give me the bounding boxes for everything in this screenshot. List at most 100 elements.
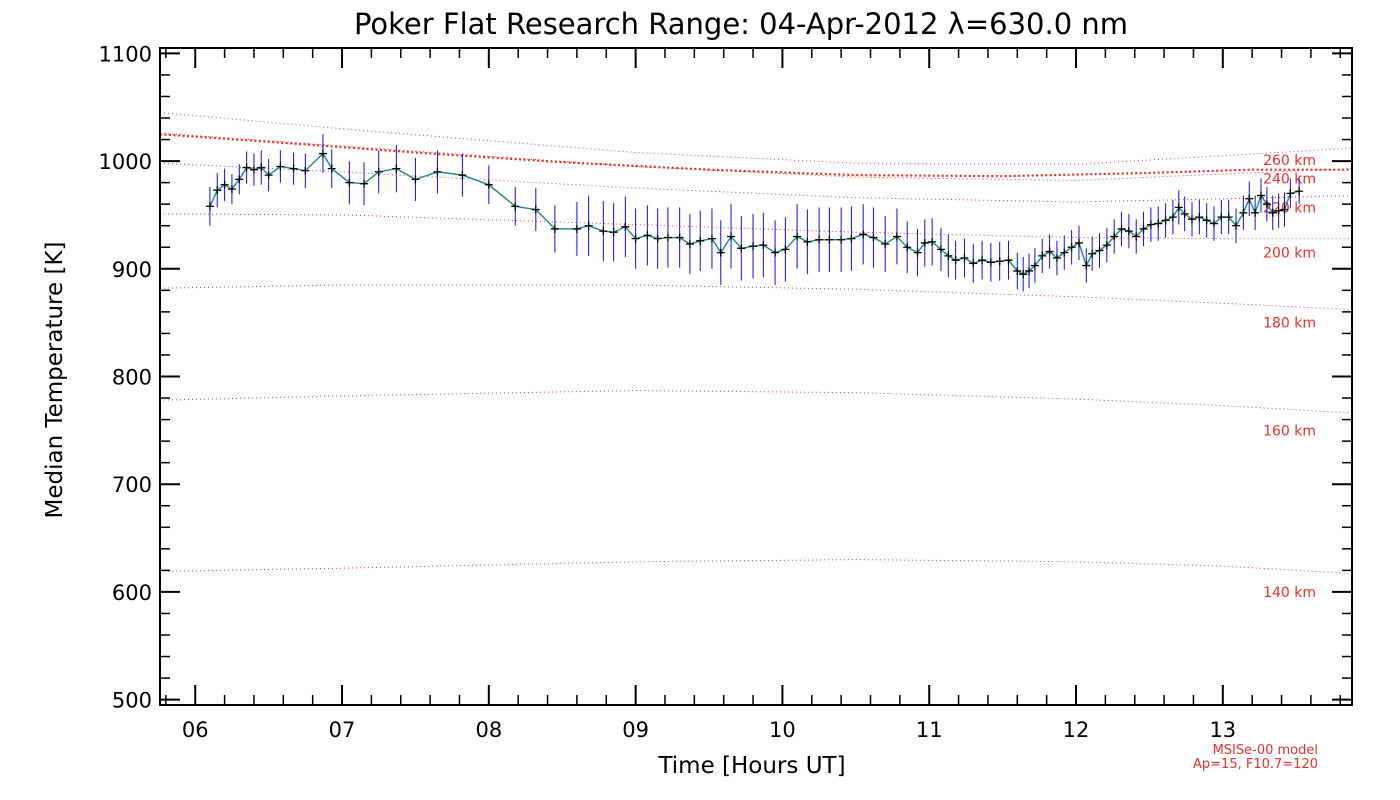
- chart-title: Poker Flat Research Range: 04-Apr-2012 λ…: [354, 7, 1128, 41]
- x-tick-label: 07: [329, 718, 356, 742]
- data-point: [213, 186, 222, 195]
- data-point: [511, 202, 520, 211]
- data-point: [531, 205, 540, 214]
- model-label-180-km: 180 km: [1263, 316, 1316, 332]
- y-axis-label: Median Temperature [K]: [42, 242, 68, 519]
- data-point: [859, 230, 868, 239]
- data-point: [643, 231, 652, 240]
- data-point: [1132, 232, 1141, 241]
- plot-frame: [159, 47, 1353, 706]
- data-point: [825, 235, 834, 244]
- model-curve-240-km: [159, 132, 1353, 182]
- data-point: [960, 254, 969, 263]
- data-point: [1088, 249, 1097, 258]
- model-note-line-1: MSISe-00 model: [1213, 743, 1318, 758]
- y-tick-label: 800: [112, 366, 152, 390]
- data-point: [318, 149, 327, 158]
- data-point: [392, 164, 401, 173]
- data-point: [599, 227, 608, 236]
- data-point: [289, 164, 298, 173]
- y-tick-label: 500: [112, 689, 152, 713]
- axes: 500 600 700 800 900 1000 1100 06 07 08 09 10 11 12 13: [99, 42, 1353, 742]
- data-point: [675, 233, 684, 242]
- data-point: [1251, 208, 1260, 217]
- model-curve-200-km: [159, 213, 1352, 240]
- y-tick-label: 1000: [99, 150, 152, 174]
- data-point: [484, 180, 493, 189]
- data-point: [696, 236, 705, 245]
- x-tick-label: 06: [182, 718, 209, 742]
- model-curve-260-km: [159, 112, 1353, 165]
- x-tick-label: 12: [1063, 718, 1090, 742]
- data-point: [1174, 203, 1183, 212]
- data-point: [928, 237, 937, 246]
- data-point: [609, 228, 618, 237]
- data-point: [621, 222, 630, 231]
- model-label-140-km: 140 km: [1263, 585, 1316, 601]
- model-label-200-km: 200 km: [1263, 246, 1316, 262]
- data-point: [749, 242, 758, 251]
- x-tick-label: 09: [622, 718, 649, 742]
- data-point: [345, 178, 354, 187]
- data-point: [951, 256, 960, 265]
- series-line: [209, 152, 1300, 276]
- y-tick-label: 900: [112, 258, 152, 282]
- data-point: [944, 251, 953, 260]
- data-point: [707, 234, 716, 243]
- data-point: [1187, 215, 1196, 224]
- x-tick-label: 10: [769, 718, 796, 742]
- data-point: [803, 237, 812, 246]
- data-point: [892, 232, 901, 241]
- data-point: [235, 175, 244, 184]
- data-point: [1268, 208, 1277, 217]
- data-point: [1052, 254, 1061, 263]
- model-label-260-km: 260 km: [1263, 153, 1316, 169]
- data-point: [913, 248, 922, 257]
- data-point: [1210, 219, 1219, 228]
- model-curve-160-km: [159, 389, 1353, 414]
- data-point: [276, 162, 285, 171]
- model-curves: 140 km 160 km 180 km 200 km 220 km 240 km 260 …: [159, 112, 1353, 601]
- data-point: [1004, 256, 1013, 265]
- data-point: [1139, 224, 1148, 233]
- data-point: [374, 167, 383, 176]
- data-point: [1067, 243, 1076, 252]
- data-point: [1161, 216, 1170, 225]
- data-point: [727, 232, 736, 241]
- data-point: [458, 171, 467, 180]
- data-point: [759, 241, 768, 250]
- model-curve-180-km: [159, 284, 1353, 311]
- data-point: [986, 258, 995, 267]
- data-point: [793, 232, 802, 241]
- data-point: [249, 165, 258, 174]
- model-label-220-km: 220 km: [1263, 200, 1316, 216]
- data-point: [969, 259, 978, 268]
- y-tick-label: 1100: [99, 42, 152, 66]
- data-point: [1025, 266, 1034, 275]
- data-point: [653, 234, 662, 243]
- data-point: [903, 243, 912, 252]
- data-point: [584, 221, 593, 230]
- data-point: [631, 234, 640, 243]
- data-point: [1146, 220, 1155, 229]
- data-point: [771, 248, 780, 257]
- data-point: [936, 245, 945, 254]
- data-point: [1262, 200, 1271, 209]
- data-point: [1224, 213, 1233, 222]
- data-point: [1217, 213, 1226, 222]
- data-point: [1074, 238, 1083, 247]
- data-point: [978, 256, 987, 265]
- data-point: [1154, 219, 1163, 228]
- model-curve-220-km: [159, 162, 1353, 203]
- data-point: [242, 163, 251, 172]
- x-tick-label: 08: [475, 718, 502, 742]
- data-point: [1286, 189, 1295, 198]
- data-point: [1180, 209, 1189, 218]
- x-tick-label: 11: [916, 718, 943, 742]
- data-point: [737, 244, 746, 253]
- data-series: [205, 134, 1304, 292]
- data-point: [1013, 266, 1022, 275]
- data-point: [572, 224, 581, 233]
- data-point: [1082, 261, 1091, 270]
- y-tick-label: 600: [112, 581, 152, 605]
